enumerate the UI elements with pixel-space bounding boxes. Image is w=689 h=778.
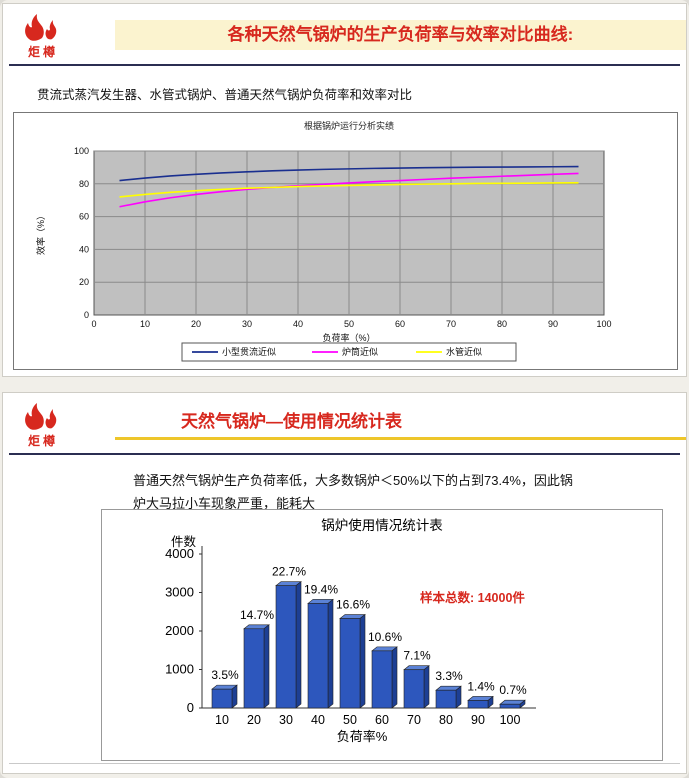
x-tick-label: 20 xyxy=(247,713,261,727)
x-tick-label: 10 xyxy=(215,713,229,727)
bar xyxy=(403,669,425,709)
bar-percent-label: 1.4% xyxy=(467,679,495,693)
bar-side xyxy=(423,665,430,709)
y-axis-label: 效率（%） xyxy=(35,211,46,255)
legend-label: 小型贯流近似 xyxy=(222,346,276,357)
x-tick-label: 0 xyxy=(91,319,96,329)
x-tick-label: 30 xyxy=(279,713,293,727)
y-tick-label: 20 xyxy=(79,277,89,287)
slide-efficiency-comparison: 炬樽 各种天然气锅炉的生产负荷率与效率对比曲线: 贯流式蒸汽发生器、水管式锅炉、… xyxy=(2,3,687,377)
x-axis-label: 负荷率% xyxy=(337,729,388,744)
bar xyxy=(339,618,361,709)
legend-box xyxy=(181,342,517,362)
y-tick-label: 2000 xyxy=(165,623,194,638)
slide-usage-statistics: 炬樽 天然气锅炉—使用情况统计表 普通天然气锅炉生产负荷率低，大多数锅炉＜50%… xyxy=(2,392,687,774)
bar xyxy=(275,585,297,709)
y-tick-label: 60 xyxy=(79,212,89,222)
y-tick-label: 0 xyxy=(187,700,194,715)
x-tick-label: 90 xyxy=(548,319,558,329)
y-tick-label: 3000 xyxy=(165,585,194,600)
slide2-paragraph: 普通天然气锅炉生产负荷率低，大多数锅炉＜50%以下的占到73.4%，因此锅炉大马… xyxy=(133,473,573,512)
flame-icon xyxy=(25,403,57,430)
bar xyxy=(435,689,457,709)
x-tick-label: 70 xyxy=(407,713,421,727)
efficiency-chart-frame: 根据锅炉运行分析实绩 0 20 40 60 80 100 0 10 20 30 40 50 60 70 80 9… xyxy=(13,112,678,370)
bar-side xyxy=(295,581,302,709)
series-line xyxy=(119,172,579,208)
series-line xyxy=(119,165,579,182)
y-tick-label: 1000 xyxy=(165,662,194,677)
x-tick-label: 20 xyxy=(191,319,201,329)
x-axis-label: 负荷率（%） xyxy=(322,332,375,343)
chart-title: 锅炉使用情况统计表 xyxy=(321,517,443,533)
bar-side xyxy=(359,613,366,709)
x-tick-label: 60 xyxy=(395,319,405,329)
x-tick-label: 70 xyxy=(446,319,456,329)
bar-side xyxy=(455,685,462,709)
bar xyxy=(243,628,265,709)
title-underline xyxy=(115,437,686,440)
company-logo: 炬樽 xyxy=(15,10,71,60)
x-tick-label: 50 xyxy=(344,319,354,329)
slide1-title: 各种天然气锅炉的生产负荷率与效率对比曲线: xyxy=(227,25,574,44)
bar-percent-label: 0.7% xyxy=(499,683,527,697)
x-tick-label: 80 xyxy=(497,319,507,329)
series-line xyxy=(119,182,579,198)
y-tick-label: 100 xyxy=(74,146,89,156)
slide2-title: 天然气锅炉—使用情况统计表 xyxy=(181,412,402,431)
x-tick-label: 90 xyxy=(471,713,485,727)
y-tick-label: 40 xyxy=(79,244,89,254)
header-divider xyxy=(9,64,680,66)
sample-total-annotation: 样本总数: 14000件 xyxy=(420,590,525,605)
bar-side xyxy=(327,598,334,709)
logo-text: 炬樽 xyxy=(27,45,58,59)
flame-icon xyxy=(25,14,57,41)
bar xyxy=(499,703,521,709)
slide1-title-band: 各种天然气锅炉的生产负荷率与效率对比曲线: xyxy=(115,20,686,50)
usage-chart-frame: 锅炉使用情况统计表件数 0 1000 2000 3000 4000 3.5% 10 14.7% 2… xyxy=(101,509,663,761)
bar-percent-label: 3.3% xyxy=(435,669,463,683)
y-axis-label: 件数 xyxy=(171,534,197,549)
x-tick-label: 40 xyxy=(311,713,325,727)
bar-side xyxy=(231,684,238,709)
bar xyxy=(211,688,233,709)
company-logo: 炬樽 xyxy=(15,399,71,449)
slide1-subtitle: 贯流式蒸汽发生器、水管式锅炉、普通天然气锅炉负荷率和效率对比 xyxy=(37,88,413,102)
efficiency-line-chart: 根据锅炉运行分析实绩 0 20 40 60 80 100 0 10 20 30 40 50 60 70 80 9… xyxy=(35,120,612,362)
x-tick-label: 60 xyxy=(375,713,389,727)
x-tick-label: 100 xyxy=(500,713,521,727)
bar-side xyxy=(391,646,398,709)
bar-percent-label: 19.4% xyxy=(304,582,338,596)
bar-side xyxy=(263,624,270,709)
bar-percent-label: 10.6% xyxy=(368,630,402,644)
logo-text: 炬樽 xyxy=(27,434,58,448)
bar xyxy=(307,603,329,709)
bar xyxy=(371,650,393,709)
bar-percent-label: 22.7% xyxy=(272,565,306,579)
x-tick-label: 50 xyxy=(343,713,357,727)
y-tick-label: 80 xyxy=(79,179,89,189)
bar-percent-label: 7.1% xyxy=(403,649,431,663)
legend-label: 水管近似 xyxy=(446,346,482,357)
x-tick-label: 80 xyxy=(439,713,453,727)
header-divider xyxy=(9,453,680,455)
bar-percent-label: 3.5% xyxy=(211,668,239,682)
y-tick-label: 4000 xyxy=(165,546,194,561)
x-tick-label: 40 xyxy=(293,319,303,329)
x-tick-label: 30 xyxy=(242,319,252,329)
legend-label: 炉筒近似 xyxy=(342,346,378,357)
chart-title: 根据锅炉运行分析实绩 xyxy=(304,120,394,131)
bar xyxy=(467,700,489,709)
bar-percent-label: 14.7% xyxy=(240,608,274,622)
y-tick-label: 0 xyxy=(84,310,89,320)
bar-percent-label: 16.6% xyxy=(336,598,370,612)
x-tick-label: 10 xyxy=(140,319,150,329)
footer-divider xyxy=(9,763,680,764)
x-tick-label: 100 xyxy=(596,319,611,329)
